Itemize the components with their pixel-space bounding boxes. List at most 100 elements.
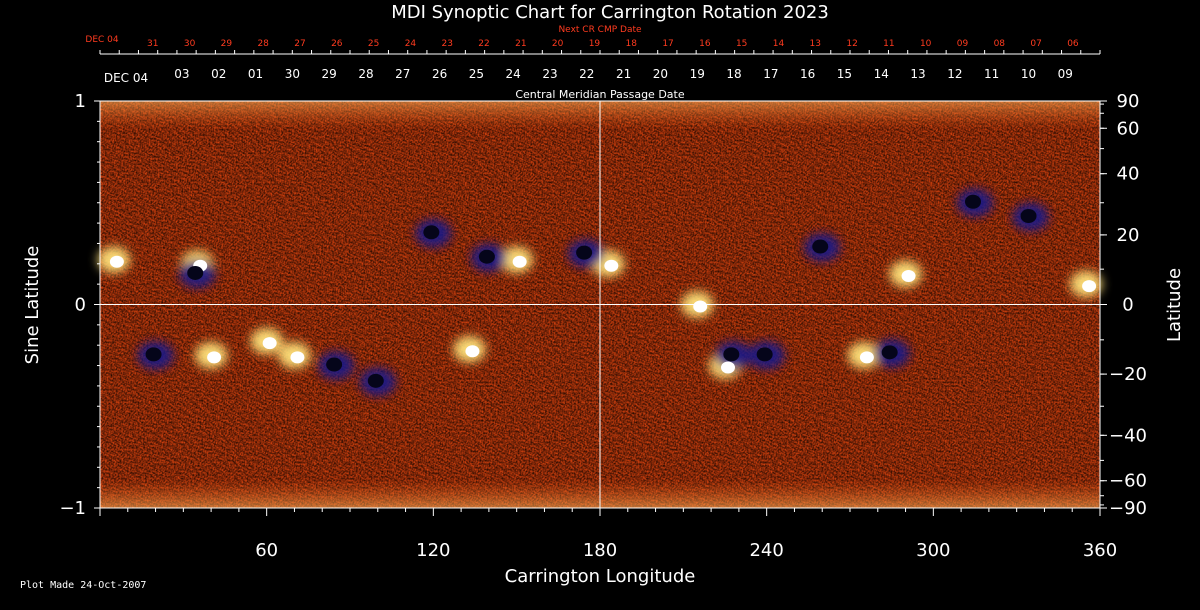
top-axis-1-label: 20 xyxy=(552,39,564,49)
negative-region-core xyxy=(478,249,495,264)
positive-region-core xyxy=(859,351,874,364)
left-axis-tick-label: −1 xyxy=(59,498,86,519)
top-axis-2-label: 13 xyxy=(910,67,925,81)
top-axis-2-label: 21 xyxy=(616,67,631,81)
right-axis-tick-label: −20 xyxy=(1109,364,1147,385)
right-axis-tick-label: −40 xyxy=(1109,425,1147,446)
left-axis-tick-label: 0 xyxy=(75,295,86,316)
top-axis-1-start: DEC 04 xyxy=(85,35,118,45)
positive-region-core xyxy=(512,255,527,268)
top-axis-2-label: 18 xyxy=(726,67,741,81)
top-axis-1-label: 08 xyxy=(994,39,1006,49)
top-axis-2-label: 16 xyxy=(800,67,815,81)
top-axis-1-label: 27 xyxy=(294,39,305,49)
positive-region-core xyxy=(721,361,735,374)
top-axis-2-label: 23 xyxy=(542,67,557,81)
top-axis-1-label: 22 xyxy=(478,39,489,49)
left-axis: −1 0 1 xyxy=(59,91,100,519)
top-axis-1-label: 15 xyxy=(736,39,747,49)
top-axis-2-label: 24 xyxy=(506,67,521,81)
negative-region-core xyxy=(812,239,829,254)
negative-region-core xyxy=(881,345,898,360)
top-axis-1-label: 14 xyxy=(773,39,785,49)
top-axis-1-label: 23 xyxy=(441,39,452,49)
bottom-axis-tick-label: 120 xyxy=(416,540,450,561)
top-axis-2-label: 19 xyxy=(690,67,705,81)
bottom-axis: 60 120 180 240 300 360 xyxy=(99,508,1117,561)
y-axis-right-label: Latitude xyxy=(1164,268,1185,342)
negative-region-core xyxy=(723,347,740,362)
top-axis-2-label: 12 xyxy=(947,67,962,81)
top-axis-2-label: 15 xyxy=(837,67,852,81)
bottom-axis-tick-label: 60 xyxy=(255,540,278,561)
right-axis-tick-label: −60 xyxy=(1109,471,1147,492)
top-axis-2-label: 09 xyxy=(1058,67,1073,81)
left-axis-tick-label: 1 xyxy=(75,91,86,112)
top-axis-2-label: 22 xyxy=(579,67,594,81)
positive-region-core xyxy=(693,300,708,313)
top-axis-1-label: 25 xyxy=(368,39,379,49)
top-axis-1-label: 12 xyxy=(846,39,857,49)
negative-region-core xyxy=(326,357,343,372)
plot-made-note: Plot Made 24-Oct-2007 xyxy=(20,580,147,591)
x-axis-label: Carrington Longitude xyxy=(505,566,696,587)
right-axis-tick-label: −90 xyxy=(1109,498,1147,519)
positive-region-core xyxy=(290,351,305,364)
top-axis-next-cmp: Next CR CMP Date DEC 04 31 30 29 28 27 26 25 24 2… xyxy=(85,25,1101,55)
y-axis-left-label: Sine Latitude xyxy=(22,246,43,365)
top-axis-2-label: 29 xyxy=(322,67,337,81)
top-axis-1-label: 07 xyxy=(1030,39,1041,49)
positive-region-core xyxy=(207,351,222,364)
top-axis-1-label: 09 xyxy=(957,39,969,49)
top-axis-2-label: 02 xyxy=(211,67,226,81)
top-axis-2-label: 14 xyxy=(874,67,889,81)
top-axis-2-label: 10 xyxy=(1021,67,1036,81)
bottom-axis-tick-label: 360 xyxy=(1083,540,1117,561)
negative-region-core xyxy=(576,245,593,260)
top-axis-2-label: 25 xyxy=(469,67,484,81)
negative-region-core xyxy=(1020,208,1037,223)
top-axis-1-label: 26 xyxy=(331,39,343,49)
top-axis-2-label: 26 xyxy=(432,67,447,81)
positive-region-core xyxy=(901,269,916,282)
top-axis-2-label: 11 xyxy=(984,67,999,81)
top-axis-1-label: 28 xyxy=(257,39,269,49)
positive-region-core xyxy=(262,337,277,350)
chart-title: MDI Synoptic Chart for Carrington Rotati… xyxy=(391,2,829,23)
top-axis-2-title: Central Meridian Passage Date xyxy=(515,88,684,101)
negative-region-core xyxy=(423,225,440,240)
top-axis-2-label: 20 xyxy=(653,67,668,81)
right-axis-tick-label: 40 xyxy=(1117,164,1140,185)
right-axis: 90 60 40 20 0 −20 −40 −60 −90 xyxy=(1100,91,1147,519)
top-axis-1-label: 10 xyxy=(920,39,932,49)
top-axis-2-label: 30 xyxy=(285,67,300,81)
negative-region-core xyxy=(367,373,384,388)
right-axis-tick-label: 20 xyxy=(1117,225,1140,246)
top-axis-2-label: 17 xyxy=(763,67,778,81)
top-axis-1-label: 24 xyxy=(405,39,417,49)
top-axis-1-label: 19 xyxy=(589,39,601,49)
top-axis-1-label: 16 xyxy=(699,39,711,49)
bottom-axis-tick-label: 180 xyxy=(583,540,617,561)
positive-region-core xyxy=(465,345,480,358)
top-axis-1-label: 13 xyxy=(810,39,821,49)
top-axis-2-start: DEC 04 xyxy=(104,71,148,85)
map-panel xyxy=(97,100,1103,509)
top-axis-1-title: Next CR CMP Date xyxy=(558,25,642,35)
right-axis-tick-label: 60 xyxy=(1117,118,1140,139)
top-axis-1-label: 17 xyxy=(662,39,673,49)
top-axis-cmp: DEC 04 03 02 01 30 29 28 27 26 25 24 23 22 21 20 19 18 17… xyxy=(104,67,1073,101)
bottom-axis-tick-label: 300 xyxy=(916,540,950,561)
top-axis-2-label: 03 xyxy=(174,67,189,81)
top-axis-1-label: 30 xyxy=(184,39,196,49)
bottom-axis-tick-label: 240 xyxy=(749,540,783,561)
right-axis-tick-label: 90 xyxy=(1117,91,1140,112)
right-axis-tick-label: 0 xyxy=(1122,295,1133,316)
top-axis-1-label: 11 xyxy=(883,39,894,49)
negative-region-core xyxy=(187,265,204,280)
top-axis-2-label: 28 xyxy=(358,67,373,81)
positive-region-core xyxy=(109,255,124,268)
negative-region-core xyxy=(965,194,981,209)
positive-region-core xyxy=(1082,280,1097,293)
